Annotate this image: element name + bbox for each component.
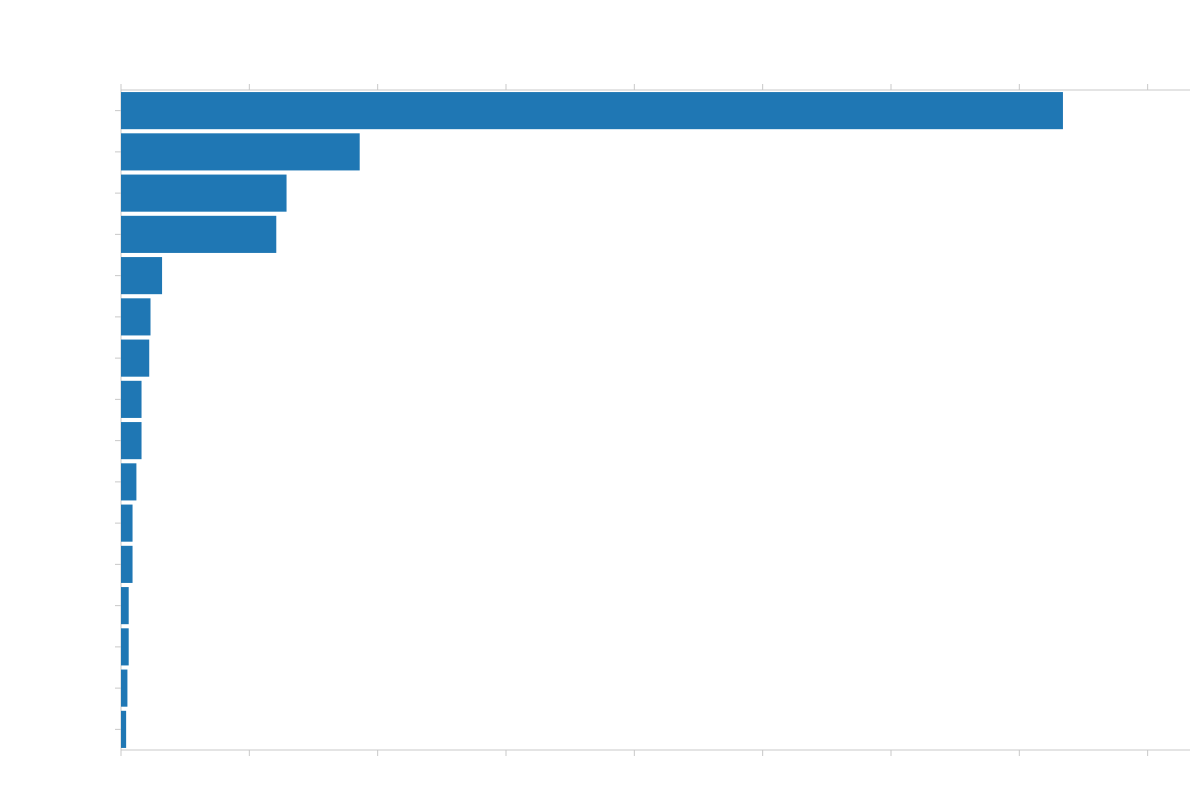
bar <box>121 628 129 666</box>
bar <box>121 463 137 501</box>
bar <box>121 422 142 460</box>
bar <box>121 380 142 418</box>
bar <box>121 257 163 295</box>
bar <box>121 710 127 748</box>
bar <box>121 587 129 625</box>
bar <box>121 92 1063 130</box>
bar <box>121 545 133 583</box>
bar <box>121 339 150 377</box>
bar <box>121 504 133 542</box>
bar <box>121 215 277 253</box>
bar <box>121 133 360 171</box>
bar <box>121 669 128 707</box>
bar <box>121 174 287 212</box>
bar <box>121 298 151 336</box>
